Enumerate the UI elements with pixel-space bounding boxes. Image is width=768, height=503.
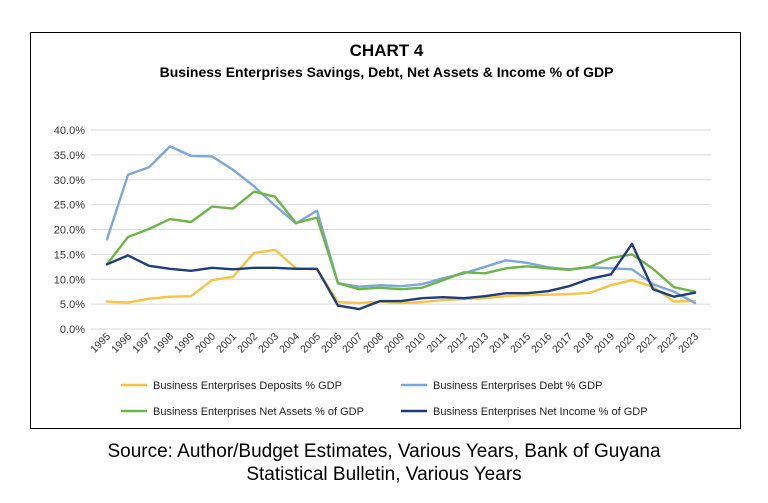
legend-label: Business Enterprises Net Assets % of GDP — [153, 406, 364, 418]
y-tick-label: 35.0% — [54, 150, 85, 162]
legend-item: Business Enterprises Deposits % GDP — [121, 380, 342, 392]
x-tick-label: 2014 — [487, 331, 512, 356]
y-tick-label: 30.0% — [54, 175, 85, 187]
x-tick-label: 2011 — [425, 331, 450, 356]
legend-item: Business Enterprises Net Income % of GDP — [401, 406, 648, 418]
y-tick-label: 40.0% — [54, 125, 85, 137]
y-tick-label: 5.0% — [60, 299, 85, 311]
x-tick-label: 2017 — [550, 331, 575, 356]
x-tick-label: 2019 — [592, 331, 617, 356]
y-tick-label: 20.0% — [54, 225, 85, 237]
legend-item: Business Enterprises Net Assets % of GDP — [121, 406, 364, 418]
y-tick-label: 10.0% — [54, 274, 85, 286]
x-tick-label: 1997 — [130, 331, 155, 356]
x-tick-label: 2020 — [613, 331, 638, 356]
source-line-2: Statistical Bulletin, Various Years — [246, 464, 522, 485]
series-line-3 — [105, 190, 697, 293]
x-tick-label: 1999 — [172, 331, 197, 356]
x-tick-label: 2016 — [529, 331, 554, 356]
x-tick-label: 2015 — [508, 331, 533, 356]
chart-subtitle: Business Enterprises Savings, Debt, Net … — [159, 64, 614, 80]
x-tick-label: 2010 — [403, 331, 428, 356]
x-tick-label: 2006 — [319, 331, 344, 356]
chart-title: CHART 4 — [349, 41, 424, 60]
series-line-1 — [105, 248, 697, 305]
y-axis-ticks: 0.0% 5.0% 10.0% 15.0% 20.0% 25.0% 30.0% 35.0% 40… — [54, 125, 85, 336]
y-tick-label: 25.0% — [54, 200, 85, 212]
x-tick-label: 2000 — [193, 331, 218, 356]
x-tick-label: 2018 — [571, 331, 596, 356]
x-tick-label: 2012 — [445, 331, 470, 356]
chart-frame: CHART 4 Business Enterprises Savings, De… — [30, 32, 741, 429]
y-tick-label: 15.0% — [54, 249, 85, 261]
x-tick-label: 2013 — [466, 331, 491, 356]
x-tick-label: 1996 — [109, 331, 134, 356]
x-tick-label: 2002 — [235, 331, 260, 356]
line-chart: 0.0% 5.0% 10.0% 15.0% 20.0% 25.0% 30.0% 35.0% 40… — [54, 125, 711, 418]
x-tick-label: 1995 — [88, 331, 113, 356]
source-line-1: Source: Author/Budget Estimates, Various… — [107, 441, 661, 462]
x-tick-label: 2007 — [340, 331, 365, 356]
source-note: Source: Author/Budget Estimates, Various… — [0, 440, 768, 486]
legend-item: Business Enterprises Debt % GDP — [401, 380, 602, 392]
x-tick-label: 2005 — [298, 331, 323, 356]
series-line-4 — [105, 242, 697, 311]
x-tick-label: 2001 — [214, 331, 239, 356]
gridlines — [91, 129, 711, 330]
series-line-2 — [105, 145, 697, 305]
legend-label: Business Enterprises Debt % GDP — [433, 380, 602, 392]
y-tick-label: 0.0% — [60, 324, 85, 336]
legend: Business Enterprises Deposits % GDP Busin… — [121, 380, 648, 418]
x-tick-label: 2003 — [256, 331, 281, 356]
x-tick-label: 2022 — [655, 331, 680, 356]
x-tick-label: 2004 — [277, 331, 302, 356]
x-tick-label: 2023 — [676, 331, 701, 356]
legend-label: Business Enterprises Net Income % of GDP — [433, 406, 648, 418]
x-axis-ticks: 1995199619971998199920002001200220032004… — [88, 331, 701, 356]
x-tick-label: 2008 — [361, 331, 386, 356]
series-lines — [105, 145, 697, 311]
x-tick-label: 1998 — [151, 331, 176, 356]
legend-label: Business Enterprises Deposits % GDP — [153, 380, 342, 392]
x-tick-label: 2021 — [634, 331, 659, 356]
x-tick-label: 2009 — [382, 331, 407, 356]
